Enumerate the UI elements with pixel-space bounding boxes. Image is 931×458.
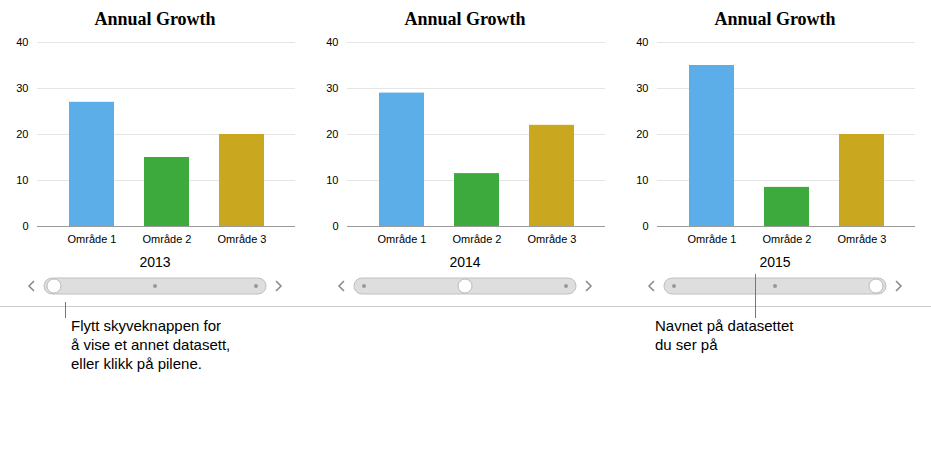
html-text:Navnet på datasettet du ser på: Navnet på datasettet du ser på [655,317,794,353]
html-text:2014: 2014 [449,254,481,270]
svg-text:30: 30 [16,82,28,94]
svg-text:0: 0 [332,220,338,232]
svg-text:Område 1: Område 1 [378,233,427,245]
svg-text:30: 30 [636,82,648,94]
svg-text:0: 0 [22,220,28,232]
html-text:2013: 2013 [139,254,171,270]
svg-text:40: 40 [326,36,338,48]
svg-text:40: 40 [16,36,28,48]
svg-text:40: 40 [636,36,648,48]
svg-text:Område 3: Område 3 [528,233,577,245]
svg-text:Område 3: Område 3 [838,233,887,245]
svg-text:Område 2: Område 2 [453,233,502,245]
svg-text:Område 1: Område 1 [68,233,117,245]
html-text:Flytt skyveknappen for å vise: Flytt skyveknappen for å vise et annet d… [71,317,231,372]
svg-text:10: 10 [326,174,338,186]
html-text:Annual Growth: Annual Growth [404,9,526,29]
svg-text:10: 10 [16,174,28,186]
svg-text:30: 30 [326,82,338,94]
html-text:2015: 2015 [759,254,791,270]
svg-text:20: 20 [326,128,338,140]
html-text:Annual Growth: Annual Growth [714,9,836,29]
svg-text:0: 0 [642,220,648,232]
svg-text:Område 3: Område 3 [218,233,267,245]
svg-text:20: 20 [16,128,28,140]
svg-text:Område 1: Område 1 [688,233,737,245]
svg-text:Område 2: Område 2 [143,233,192,245]
svg-text:Område 2: Område 2 [763,233,812,245]
svg-text:20: 20 [636,128,648,140]
html-text:Annual Growth: Annual Growth [94,9,216,29]
svg-text:10: 10 [636,174,648,186]
